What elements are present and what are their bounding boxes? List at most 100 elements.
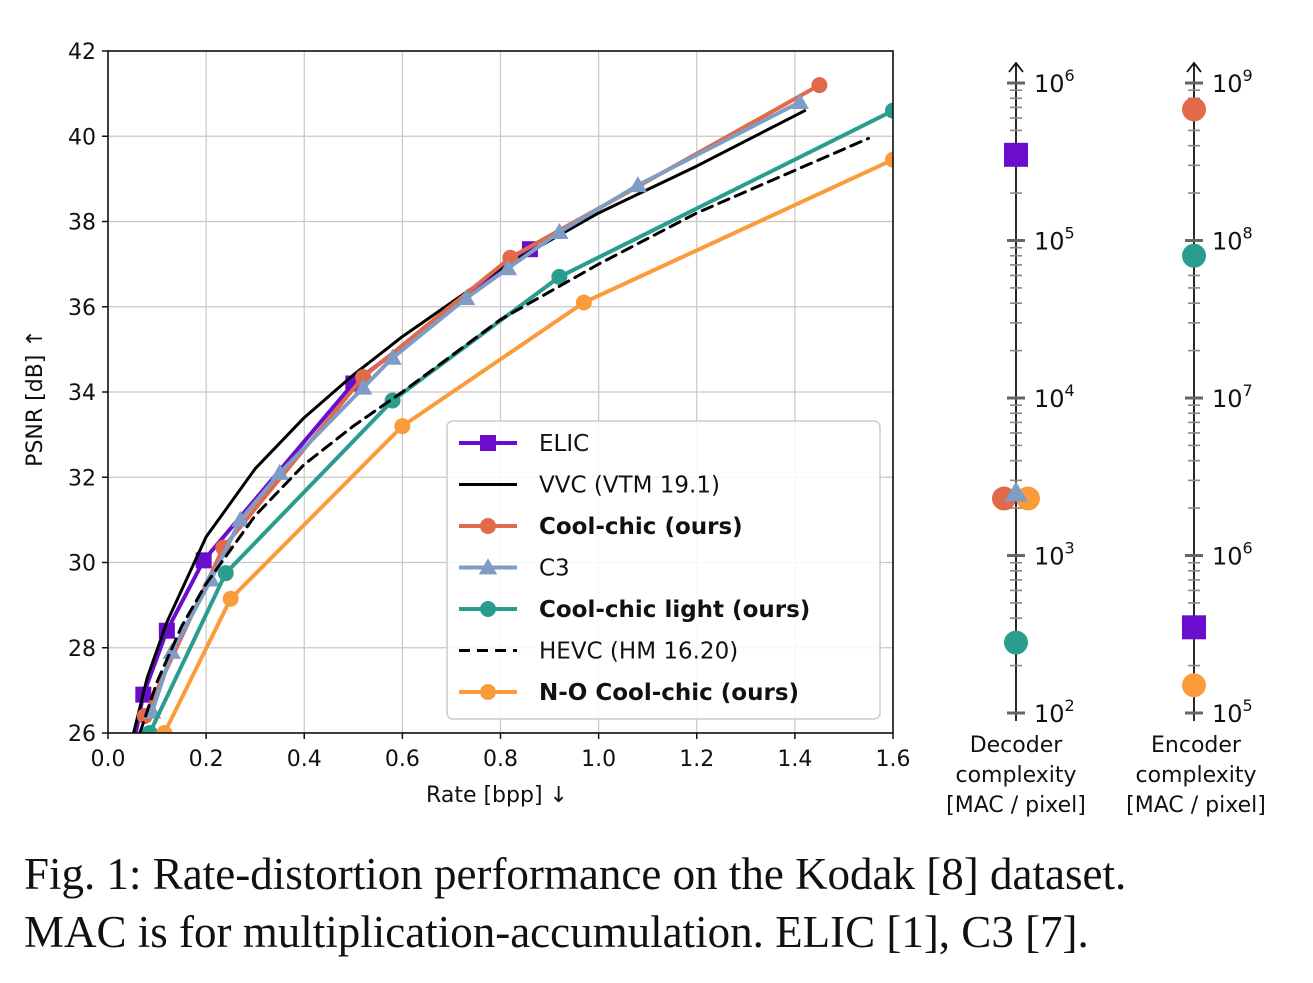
complexity-tick-label: 107 bbox=[1212, 381, 1253, 413]
data-point bbox=[383, 348, 402, 365]
legend-box bbox=[446, 420, 881, 720]
complexity-axis-label: Decoder bbox=[970, 733, 1064, 758]
complexity-tick-label: 109 bbox=[1212, 66, 1253, 98]
data-point bbox=[885, 151, 893, 168]
series-cool-chic-light-ours bbox=[141, 102, 893, 733]
data-point bbox=[790, 92, 809, 110]
legend-marker bbox=[480, 684, 496, 700]
data-point bbox=[195, 552, 212, 569]
data-point bbox=[222, 590, 239, 607]
complexity-axis-label: [MAC / pixel] bbox=[946, 793, 1086, 818]
complexity-point-cool-chic-light-ours bbox=[1182, 243, 1206, 268]
complexity-tick-label: 104 bbox=[1034, 381, 1075, 413]
data-point bbox=[124, 746, 140, 762]
complexity-tick-label: 103 bbox=[1034, 539, 1075, 571]
legend-label: HEVC (HM 16.20) bbox=[539, 639, 738, 665]
data-point bbox=[885, 102, 893, 119]
series-vvc-vtm-19-1 bbox=[132, 109, 807, 733]
complexity-point-n-o-cool-chic-ours bbox=[1182, 673, 1206, 698]
legend-marker bbox=[480, 435, 496, 451]
decoder-complexity-axis: 102 103 104 105 106 Decoder complexity [MAC / p… bbox=[946, 61, 1086, 818]
series-n-o-cool-chic-ours bbox=[156, 151, 893, 733]
legend: ELIC VVC (VTM 19.1) Cool-chic (ours) C3 Cool… bbox=[446, 420, 881, 720]
y-tick-label: 42 bbox=[68, 40, 96, 65]
caption-line-2: MAC is for multiplication-accumulation. … bbox=[24, 907, 1089, 957]
data-point bbox=[394, 418, 411, 435]
complexity-tick-label: 106 bbox=[1212, 539, 1253, 571]
y-tick-label: 40 bbox=[68, 125, 96, 150]
data-point bbox=[231, 510, 250, 527]
encoder-complexity-axis: 105 106 107 108 109 Encoder complexity [MAC / p… bbox=[1126, 61, 1266, 818]
series-line bbox=[138, 136, 870, 733]
main-chart-ticks: 0.0 0.2 0.4 0.6 0.8 1.0 1.2 1.4 1.6 26 28 30 32 34 36 3… bbox=[68, 40, 911, 772]
x-tick-label: 0.2 bbox=[189, 747, 224, 772]
complexity-axis-label: complexity bbox=[1136, 763, 1257, 788]
legend-entry-n-o-cool-chic-ours: N-O Cool-chic (ours) bbox=[459, 680, 799, 706]
complexity-point-cool-chic-light-ours bbox=[1004, 630, 1028, 655]
data-point bbox=[156, 725, 173, 733]
legend-label: Cool-chic light (ours) bbox=[539, 597, 810, 623]
legend-label: Cool-chic (ours) bbox=[539, 514, 743, 540]
legend-entry-vvc-vtm-19-1: VVC (VTM 19.1) bbox=[459, 473, 720, 499]
complexity-axis-label: Encoder bbox=[1151, 733, 1242, 758]
figure-caption: Fig. 1: Rate-distortion performance on t… bbox=[24, 845, 1294, 961]
data-point bbox=[270, 463, 289, 480]
y-tick-label: 28 bbox=[68, 637, 96, 662]
complexity-tick-label: 105 bbox=[1034, 224, 1075, 256]
legend-label: C3 bbox=[539, 556, 570, 582]
series-hevc-hm-16-20 bbox=[138, 136, 870, 733]
legend-entry-elic: ELIC bbox=[459, 431, 589, 457]
data-point bbox=[811, 77, 828, 94]
complexity-panels: 102 103 104 105 106 Decoder complexity [MAC / p… bbox=[946, 61, 1266, 818]
complexity-point-elic bbox=[1182, 615, 1206, 640]
legend-marker bbox=[480, 601, 496, 617]
legend-label: ELIC bbox=[539, 431, 589, 457]
complexity-point-elic bbox=[1004, 142, 1028, 167]
x-axis-label: Rate [bpp] ↓ bbox=[426, 783, 568, 808]
legend-label: VVC (VTM 19.1) bbox=[539, 473, 720, 499]
data-point bbox=[628, 176, 648, 193]
legend-marker bbox=[480, 518, 496, 534]
x-tick-label: 1.0 bbox=[581, 747, 616, 772]
data-point bbox=[141, 725, 158, 733]
complexity-point-cool-chic-ours bbox=[1182, 97, 1206, 122]
data-point bbox=[550, 222, 569, 240]
data-point bbox=[162, 642, 181, 659]
axis-arrow-icon bbox=[1186, 61, 1202, 73]
data-point bbox=[217, 565, 234, 582]
legend-marker bbox=[478, 558, 498, 575]
rate-distortion-figure: 0.0 0.2 0.4 0.6 0.8 1.0 1.2 1.4 1.6 26 28 30 32 34 36 3… bbox=[23, 40, 1266, 818]
legend-entry-hevc-hm-16-20: HEVC (HM 16.20) bbox=[459, 639, 738, 665]
x-tick-label: 0.6 bbox=[385, 747, 420, 772]
y-tick-label: 26 bbox=[68, 722, 96, 747]
complexity-axis-label: [MAC / pixel] bbox=[1126, 793, 1266, 818]
y-axis-label: PSNR [dB] ↑ bbox=[23, 329, 48, 467]
legend-entry-cool-chic-ours: Cool-chic (ours) bbox=[459, 514, 743, 540]
data-point bbox=[353, 378, 373, 395]
y-tick-label: 30 bbox=[68, 552, 96, 577]
x-tick-label: 0.0 bbox=[91, 747, 126, 772]
x-tick-label: 1.4 bbox=[777, 747, 812, 772]
y-tick-label: 38 bbox=[68, 211, 96, 236]
data-point bbox=[456, 289, 476, 306]
complexity-point-c3 bbox=[1004, 481, 1028, 502]
complexity-tick-label: 108 bbox=[1212, 224, 1253, 256]
y-tick-label: 32 bbox=[68, 466, 96, 491]
legend-label: N-O Cool-chic (ours) bbox=[539, 680, 799, 706]
complexity-tick-label: 102 bbox=[1034, 696, 1075, 728]
x-tick-label: 1.2 bbox=[679, 747, 714, 772]
complexity-tick-label: 106 bbox=[1034, 66, 1075, 98]
axis-arrow-icon bbox=[1008, 61, 1024, 73]
legend-entry-cool-chic-light-ours: Cool-chic light (ours) bbox=[459, 597, 810, 623]
x-tick-label: 0.8 bbox=[483, 747, 518, 772]
x-tick-label: 0.4 bbox=[287, 747, 322, 772]
data-point bbox=[551, 268, 568, 285]
y-tick-label: 34 bbox=[68, 381, 96, 406]
complexity-tick-label: 105 bbox=[1212, 696, 1253, 728]
x-tick-label: 1.6 bbox=[876, 747, 911, 772]
series-line bbox=[150, 100, 802, 714]
data-point bbox=[575, 294, 592, 311]
legend-entry-c3: C3 bbox=[459, 556, 570, 582]
y-tick-label: 36 bbox=[68, 296, 96, 321]
main-chart-series bbox=[124, 77, 893, 762]
